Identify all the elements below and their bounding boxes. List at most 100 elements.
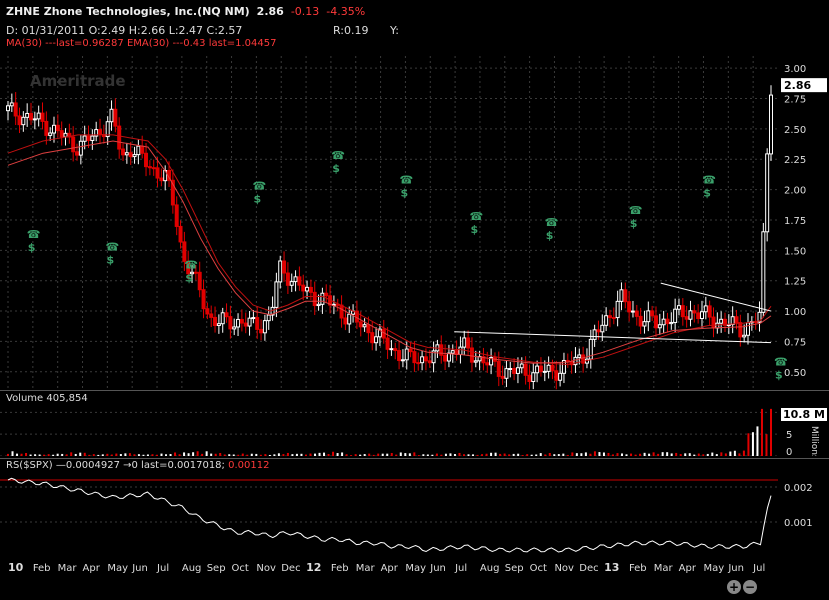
y-value: Y: xyxy=(390,24,399,37)
volume-bar xyxy=(625,454,628,456)
candle-body xyxy=(347,313,352,325)
candle-body xyxy=(159,177,164,182)
candle-body xyxy=(745,322,750,336)
volume-bar xyxy=(259,454,262,456)
volume-bar xyxy=(751,432,754,456)
candle-body xyxy=(577,354,582,358)
volume-bar xyxy=(512,453,515,456)
candle-body xyxy=(523,363,528,376)
candle-body xyxy=(561,359,566,374)
volume-bar xyxy=(38,454,41,456)
phone-icon: ☎ xyxy=(253,180,267,193)
candle-body xyxy=(611,317,616,320)
volume-bar xyxy=(273,454,276,456)
candle-body xyxy=(512,368,517,374)
candle-body xyxy=(707,305,712,318)
price-change-pct: -4.35% xyxy=(326,5,366,18)
volume-bar xyxy=(7,453,9,456)
volume-bar xyxy=(616,453,619,456)
candle-body xyxy=(40,112,45,122)
candle-body xyxy=(469,347,474,363)
volume-bar xyxy=(575,453,578,456)
candle-body xyxy=(554,370,559,381)
volume-bar xyxy=(702,454,705,456)
volume-bar xyxy=(146,454,149,456)
volume-bar xyxy=(453,454,456,456)
candle-body xyxy=(155,167,160,179)
x-tick-label: May xyxy=(703,563,724,574)
candle-body xyxy=(527,374,532,382)
volume-bar xyxy=(201,453,204,456)
candle-body xyxy=(423,356,428,362)
candle-body xyxy=(676,305,681,310)
volume-bar xyxy=(566,454,569,456)
volume-bar xyxy=(363,454,366,456)
volume-bar xyxy=(738,453,741,456)
panel-divider xyxy=(0,458,829,459)
phone-icon: ☎ xyxy=(331,149,345,162)
zoom-in-icon[interactable]: + xyxy=(727,580,741,594)
candle-body xyxy=(550,364,555,372)
volume-last-text: 10.8 M xyxy=(783,408,825,421)
candle-body xyxy=(600,324,605,333)
ema30-line xyxy=(7,140,772,364)
last-price-tag xyxy=(781,78,827,93)
volume-bar xyxy=(192,452,195,456)
candle-body xyxy=(216,323,221,326)
volume-bar xyxy=(675,452,678,456)
volume-bar xyxy=(43,454,46,456)
volume-bar xyxy=(20,453,23,456)
candle-body xyxy=(573,356,578,366)
candle-body xyxy=(485,362,490,366)
volume-bar xyxy=(598,452,601,456)
candle-body xyxy=(431,350,436,364)
zoom-out-icon[interactable]: − xyxy=(743,580,757,594)
candle-body xyxy=(500,375,505,379)
candle-body xyxy=(186,260,191,275)
candle-body xyxy=(374,336,379,344)
x-tick-label: Jul xyxy=(156,563,169,574)
date-ohlc: D: 01/31/2011 O:2.49 H:2.66 L:2.47 C:2.5… xyxy=(6,24,243,37)
volume-bar xyxy=(539,453,542,456)
phone-icon: ☎ xyxy=(470,210,484,223)
candle-body xyxy=(266,314,271,322)
x-tick-label: Dec xyxy=(281,563,300,574)
volume-bar xyxy=(657,453,660,456)
volume-bar xyxy=(250,453,253,456)
dollar-icon: $ xyxy=(332,162,340,175)
candle-body xyxy=(105,121,110,138)
x-axis-svg: 10 Feb Mar Apr May Jun Jul Aug Sep Oct Nov Dec 12 Feb… xyxy=(8,561,765,574)
candle-body xyxy=(366,324,371,334)
x-tick-label: May xyxy=(107,563,128,574)
candle-body xyxy=(558,372,563,381)
volume-bar xyxy=(765,434,768,456)
candle-body xyxy=(665,318,670,325)
y-tick-label: 0.001 xyxy=(784,518,813,529)
volume-bar xyxy=(724,453,727,456)
volume-bar xyxy=(282,454,285,456)
volume-bar xyxy=(639,453,642,456)
volume-bar xyxy=(336,453,339,456)
dollar-icon: $ xyxy=(630,217,638,230)
x-tick-label: 10 xyxy=(8,561,24,574)
candle-body xyxy=(251,317,256,320)
volume-bar xyxy=(124,453,127,456)
volume-bar xyxy=(381,453,384,456)
candle-body xyxy=(673,308,678,323)
volume-bar xyxy=(178,454,181,456)
x-tick-label: Jul xyxy=(752,563,765,574)
candle-body xyxy=(121,148,126,156)
candle-body xyxy=(339,304,344,319)
volume-bar xyxy=(25,453,28,456)
ma-legend: MA(30) ---last=0.96287 EMA(30) ---0.43 l… xyxy=(6,38,277,49)
volume-bar xyxy=(526,454,529,456)
price-chart[interactable]: 3.00 2.75 2.50 2.25 2.00 1.75 1.50 1.25 1.00 0.75… xyxy=(0,56,829,390)
rs-chart[interactable]: 0.002 0.001 xyxy=(0,473,829,557)
candle-body xyxy=(297,276,302,286)
candle-body xyxy=(109,108,114,123)
candle-body xyxy=(443,354,448,362)
candle-body xyxy=(128,152,133,158)
candle-body xyxy=(32,118,37,121)
x-tick-label: Jun xyxy=(727,563,744,574)
